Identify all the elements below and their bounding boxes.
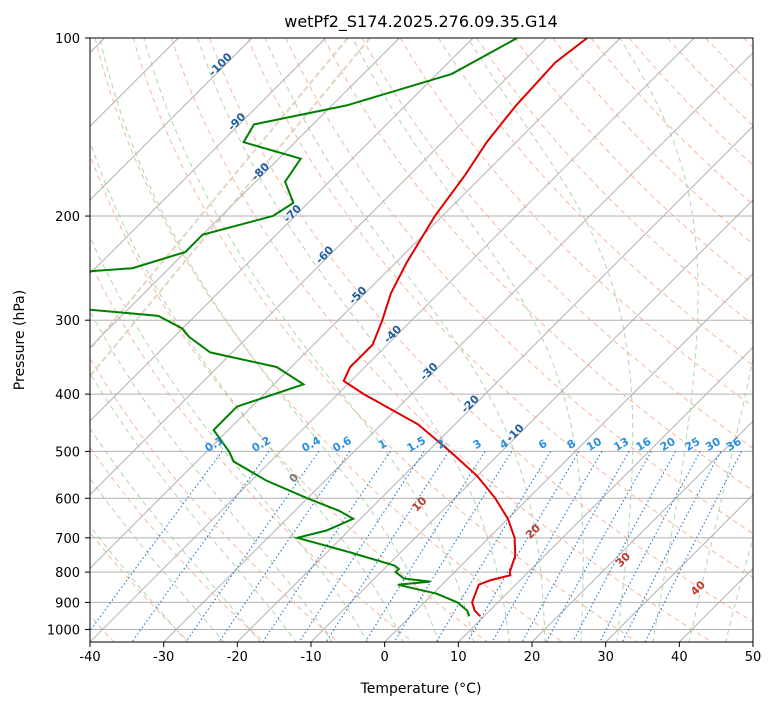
plot-frame xyxy=(89,37,754,643)
mixing-ratio-line xyxy=(364,451,486,642)
y-tick-label: 1000 xyxy=(47,623,80,638)
mixing-ratio-line xyxy=(545,451,652,642)
plot-background xyxy=(90,38,753,642)
mixing-ratio-line xyxy=(90,451,223,632)
dry-adiabat-line xyxy=(399,38,753,408)
background-lines xyxy=(90,38,775,643)
dry-adiabat-line xyxy=(94,38,563,642)
moist-adiabat-line xyxy=(143,38,475,642)
mixing-ratio-line xyxy=(572,451,676,642)
isotherm-line xyxy=(605,494,753,642)
mixing-ratio-line xyxy=(262,451,391,642)
x-tick-label: 10 xyxy=(450,650,467,665)
x-tick-label: -10 xyxy=(300,650,321,665)
moist-adiabat-line xyxy=(99,38,440,642)
mixing-ratio-line xyxy=(491,451,603,642)
dry-adiabat-line xyxy=(90,38,349,351)
mixing-ratio-line xyxy=(599,451,701,642)
series-layer xyxy=(90,38,588,618)
y-tick-label: 100 xyxy=(55,32,80,47)
dry-adiabat-line xyxy=(209,38,753,623)
moist-adiabat-line xyxy=(762,38,775,643)
x-tick-label: 50 xyxy=(745,650,762,665)
moist-adiabat-line xyxy=(90,372,297,642)
x-tick-label: -30 xyxy=(153,650,174,665)
x-axis-label: Temperature (°C) xyxy=(360,681,482,697)
moist-adiabat-line xyxy=(264,38,546,642)
isotherm-line xyxy=(90,38,547,496)
x-tick-label: -40 xyxy=(79,650,100,665)
chart-title: wetPf2_S174.2025.276.09.35.G14 xyxy=(284,12,558,32)
x-tick-label: 40 xyxy=(671,650,688,665)
mixing-ratio-line xyxy=(644,451,742,642)
isotherm-line xyxy=(90,38,326,275)
x-tick-label: 20 xyxy=(524,650,541,665)
y-tick-label: 500 xyxy=(55,445,80,460)
dewpoint-profile-line xyxy=(90,38,518,617)
isotherm-line xyxy=(237,125,753,642)
moist-adiabat-line xyxy=(467,38,634,642)
y-tick-label: 200 xyxy=(55,210,80,225)
dry-adiabat-line xyxy=(170,38,712,642)
x-tick-label: 30 xyxy=(597,650,614,665)
moist-adiabat-line xyxy=(352,38,584,642)
y-tick-label: 800 xyxy=(55,566,80,581)
moist-adiabat-line xyxy=(90,235,369,642)
dry-adiabat-line xyxy=(90,153,488,642)
y-tick-label: 600 xyxy=(55,492,80,507)
axes-layer: -40 -30 -20 -10 0 10 20 30 40 50 100 200 300 400 500 60… xyxy=(47,32,761,665)
isotherm-line xyxy=(752,641,753,642)
x-tick-label: -20 xyxy=(227,650,248,665)
mixing-ratio-line xyxy=(131,451,270,642)
moist-adiabat-line xyxy=(90,477,225,642)
mixing-ratio-line xyxy=(218,451,351,642)
temperature-profile-line xyxy=(342,38,588,618)
mixing-ratio-line xyxy=(621,451,722,642)
mixing-ratio-line xyxy=(185,451,320,642)
isotherm-line xyxy=(458,346,753,642)
isotherm-line xyxy=(310,199,753,642)
y-tick-label: 900 xyxy=(55,596,80,611)
moist-adiabat-line xyxy=(90,524,188,642)
moist-adiabat-line xyxy=(619,38,699,642)
dry-adiabat-line xyxy=(247,38,753,578)
isotherm-line xyxy=(90,38,695,642)
y-axis-label: Pressure (hPa) xyxy=(12,290,28,390)
isotherm-line xyxy=(531,420,753,642)
isotherm-line xyxy=(90,38,253,201)
moist-adiabat-line xyxy=(90,427,261,642)
isotherm-line xyxy=(163,52,753,642)
y-tick-label: 700 xyxy=(55,532,80,547)
y-tick-label: 300 xyxy=(55,314,80,329)
isotherm-line xyxy=(90,38,621,569)
dry-adiabat-line xyxy=(90,357,339,642)
dry-adiabat-line xyxy=(132,38,638,642)
dry-adiabat-line xyxy=(90,446,264,642)
isotherm-line xyxy=(384,273,753,642)
dry-adiabat-line xyxy=(90,38,371,378)
isotherm-line xyxy=(90,38,474,422)
x-tick-label: 0 xyxy=(381,650,389,665)
mixing-ratio-line xyxy=(393,451,513,642)
dry-adiabat-line xyxy=(323,38,753,492)
y-tick-label: 400 xyxy=(55,388,80,403)
moist-adiabat-line xyxy=(90,139,404,642)
dry-adiabat-line xyxy=(361,38,753,449)
